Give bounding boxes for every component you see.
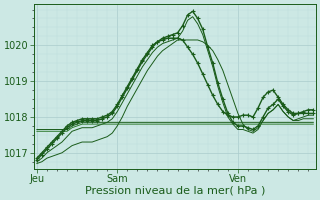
X-axis label: Pression niveau de la mer( hPa ): Pression niveau de la mer( hPa ) — [85, 186, 265, 196]
